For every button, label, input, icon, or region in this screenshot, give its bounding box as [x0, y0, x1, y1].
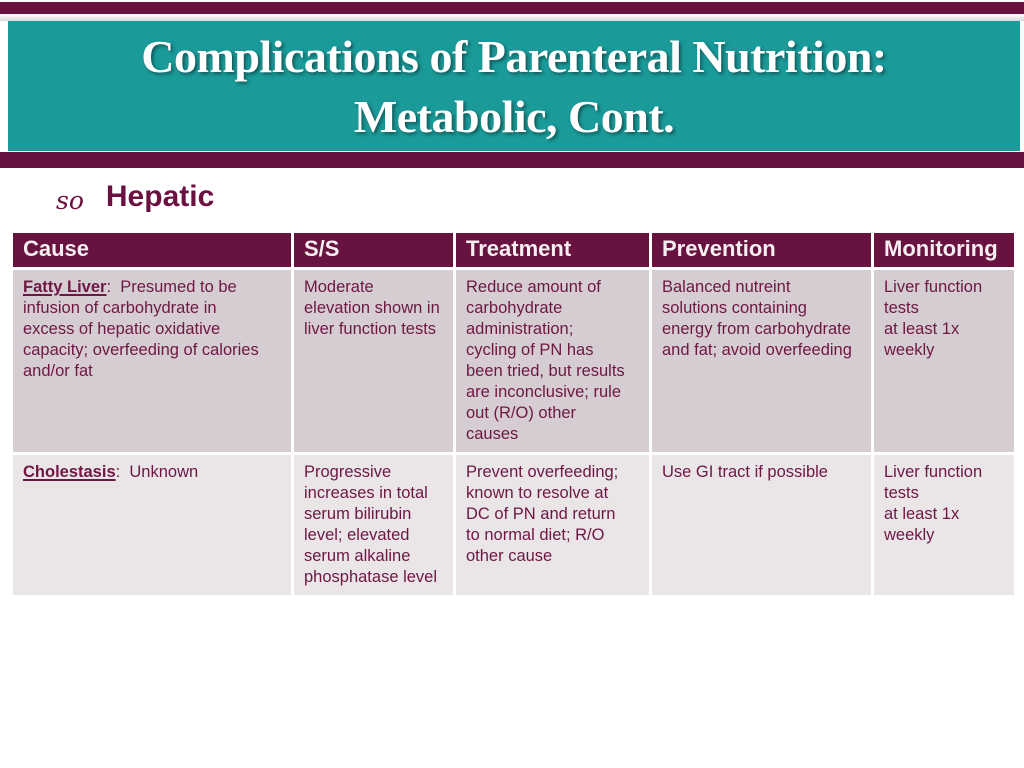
prevention-cell: Use GI tract if possible	[649, 452, 874, 598]
monitoring-cell: Liver function tests at least 1x weekly	[871, 267, 1017, 455]
slide-title-line-2: Metabolic, Cont.	[353, 91, 675, 142]
section-heading: Hepatic	[105, 180, 215, 213]
cause-term: Fatty Liver	[23, 278, 107, 296]
cause-cell: Cholestasis: Unknown	[10, 452, 294, 598]
col-header-treatment: Treatment	[453, 230, 652, 270]
ss-cell: Moderate elevation shown in liver functi…	[291, 267, 456, 455]
treatment-cell: Prevent overfeeding; known to resolve at…	[453, 452, 652, 598]
prevention-cell: Balanced nutreint solutions containing e…	[649, 267, 874, 455]
table-header-row: Cause S/S Treatment Prevention Monitorin…	[10, 230, 1017, 270]
cause-description: : Presumed to be infusion of carbohydrat…	[23, 278, 259, 380]
section-heading-row: so Hepatic	[56, 180, 214, 214]
table-row-fatty-liver: Fatty Liver: Presumed to be infusion of …	[10, 267, 1017, 455]
title-banner: Complications of Parenteral Nutrition: M…	[8, 21, 1020, 151]
cause-cell: Fatty Liver: Presumed to be infusion of …	[10, 267, 294, 455]
divider-bar	[0, 152, 1024, 168]
table-row-cholestasis: Cholestasis: Unknown Progressive increas…	[10, 452, 1017, 598]
top-border-bar	[0, 2, 1024, 14]
col-header-prevention: Prevention	[649, 230, 874, 270]
treatment-cell: Reduce amount of carbohydrate administra…	[453, 267, 652, 455]
top-highlight-stripe	[0, 14, 1024, 21]
monitoring-cell: Liver function tests at least 1x weekly	[871, 452, 1017, 598]
col-header-cause: Cause	[10, 230, 294, 270]
cause-description: : Unknown	[115, 463, 199, 481]
col-header-ss: S/S	[291, 230, 456, 270]
slide-title-line-1: Complications of Parenteral Nutrition:	[141, 31, 887, 82]
script-bullet-icon: so	[56, 185, 84, 215]
col-header-monitoring: Monitoring	[871, 230, 1017, 270]
ss-cell: Progressive increases in total serum bil…	[291, 452, 456, 598]
complications-table: Cause S/S Treatment Prevention Monitorin…	[10, 230, 1017, 598]
cause-term: Cholestasis	[23, 463, 116, 481]
